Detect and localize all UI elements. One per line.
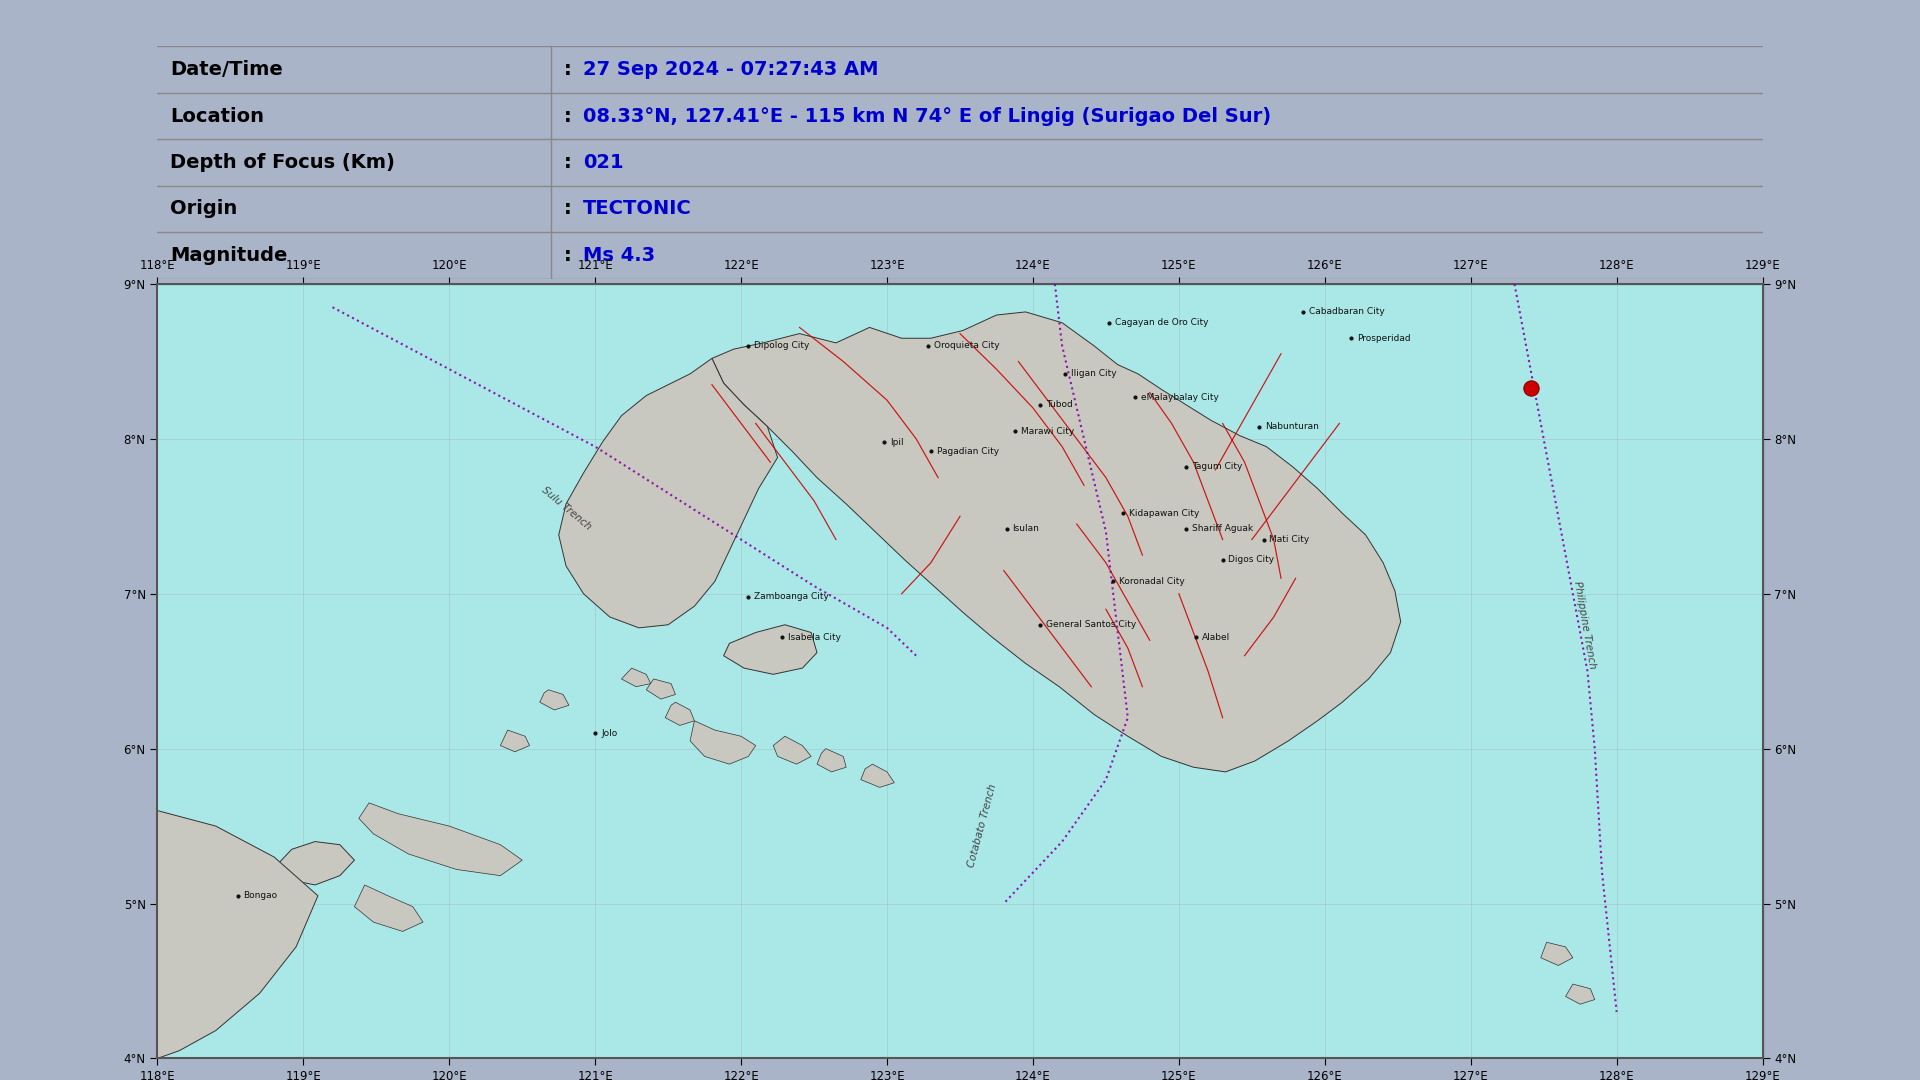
Polygon shape [540,690,568,710]
Text: Tagum City: Tagum City [1192,462,1242,471]
Text: Shariff Aguak: Shariff Aguak [1192,524,1254,534]
Polygon shape [276,841,355,885]
Polygon shape [359,802,522,876]
Text: eMalaybalay City: eMalaybalay City [1140,393,1219,402]
Text: Nabunturan: Nabunturan [1265,422,1319,431]
Polygon shape [157,284,1763,1058]
Text: Cagayan de Oro City: Cagayan de Oro City [1116,319,1208,327]
Text: Digos City: Digos City [1229,555,1275,564]
Polygon shape [157,811,319,1058]
Polygon shape [860,765,895,787]
Text: General Santos City: General Santos City [1046,620,1137,630]
Polygon shape [355,885,422,931]
Polygon shape [774,737,810,765]
Polygon shape [664,702,695,726]
Text: :: : [564,60,572,79]
Text: Origin: Origin [171,200,238,218]
Text: Ipil: Ipil [891,437,904,446]
Text: 27 Sep 2024 - 07:27:43 AM: 27 Sep 2024 - 07:27:43 AM [584,60,877,79]
Text: Iligan City: Iligan City [1071,369,1117,378]
Text: Philippine Trench: Philippine Trench [1572,580,1597,670]
Text: 021: 021 [584,153,624,172]
Text: Date/Time: Date/Time [171,60,282,79]
Text: Isulan: Isulan [1012,524,1039,534]
Polygon shape [647,679,676,699]
Text: Depth of Focus (Km): Depth of Focus (Km) [171,153,396,172]
Text: Dipolog City: Dipolog City [755,341,810,351]
Text: TECTONIC: TECTONIC [584,200,691,218]
Polygon shape [712,312,1402,772]
Text: :: : [564,107,572,125]
Text: Mati City: Mati City [1269,535,1309,544]
Text: Ms 4.3: Ms 4.3 [584,246,655,265]
Text: 08.33°N, 127.41°E - 115 km N 74° E of Lingig (Surigao Del Sur): 08.33°N, 127.41°E - 115 km N 74° E of Li… [584,107,1271,125]
Text: Tubod: Tubod [1046,401,1073,409]
Text: Bongao: Bongao [244,891,278,901]
Polygon shape [724,624,818,674]
Polygon shape [689,720,756,765]
Text: Sulu Trench: Sulu Trench [540,485,593,532]
Text: Kidapawan City: Kidapawan City [1129,509,1200,517]
Text: Location: Location [171,107,265,125]
Text: Isabela City: Isabela City [787,633,841,642]
Text: Marawi City: Marawi City [1021,427,1075,435]
Text: Oroquieta City: Oroquieta City [933,341,998,351]
Polygon shape [1540,942,1572,966]
Text: Koronadal City: Koronadal City [1119,577,1185,585]
Polygon shape [622,669,651,687]
Text: Jolo: Jolo [601,729,618,738]
Text: Zamboanga City: Zamboanga City [755,593,829,602]
Polygon shape [1565,984,1596,1004]
Text: :: : [564,200,572,218]
Text: Cabadbaran City: Cabadbaran City [1309,308,1384,316]
Text: Pagadian City: Pagadian City [937,447,998,456]
Text: :: : [564,153,572,172]
Text: :: : [564,246,572,265]
Text: Magnitude: Magnitude [171,246,288,265]
Text: Alabel: Alabel [1202,633,1231,642]
Polygon shape [559,359,778,627]
Text: Prosperidad: Prosperidad [1357,334,1411,342]
Polygon shape [818,748,847,772]
Text: Cotabato Trench: Cotabato Trench [966,783,998,869]
Polygon shape [501,730,530,752]
